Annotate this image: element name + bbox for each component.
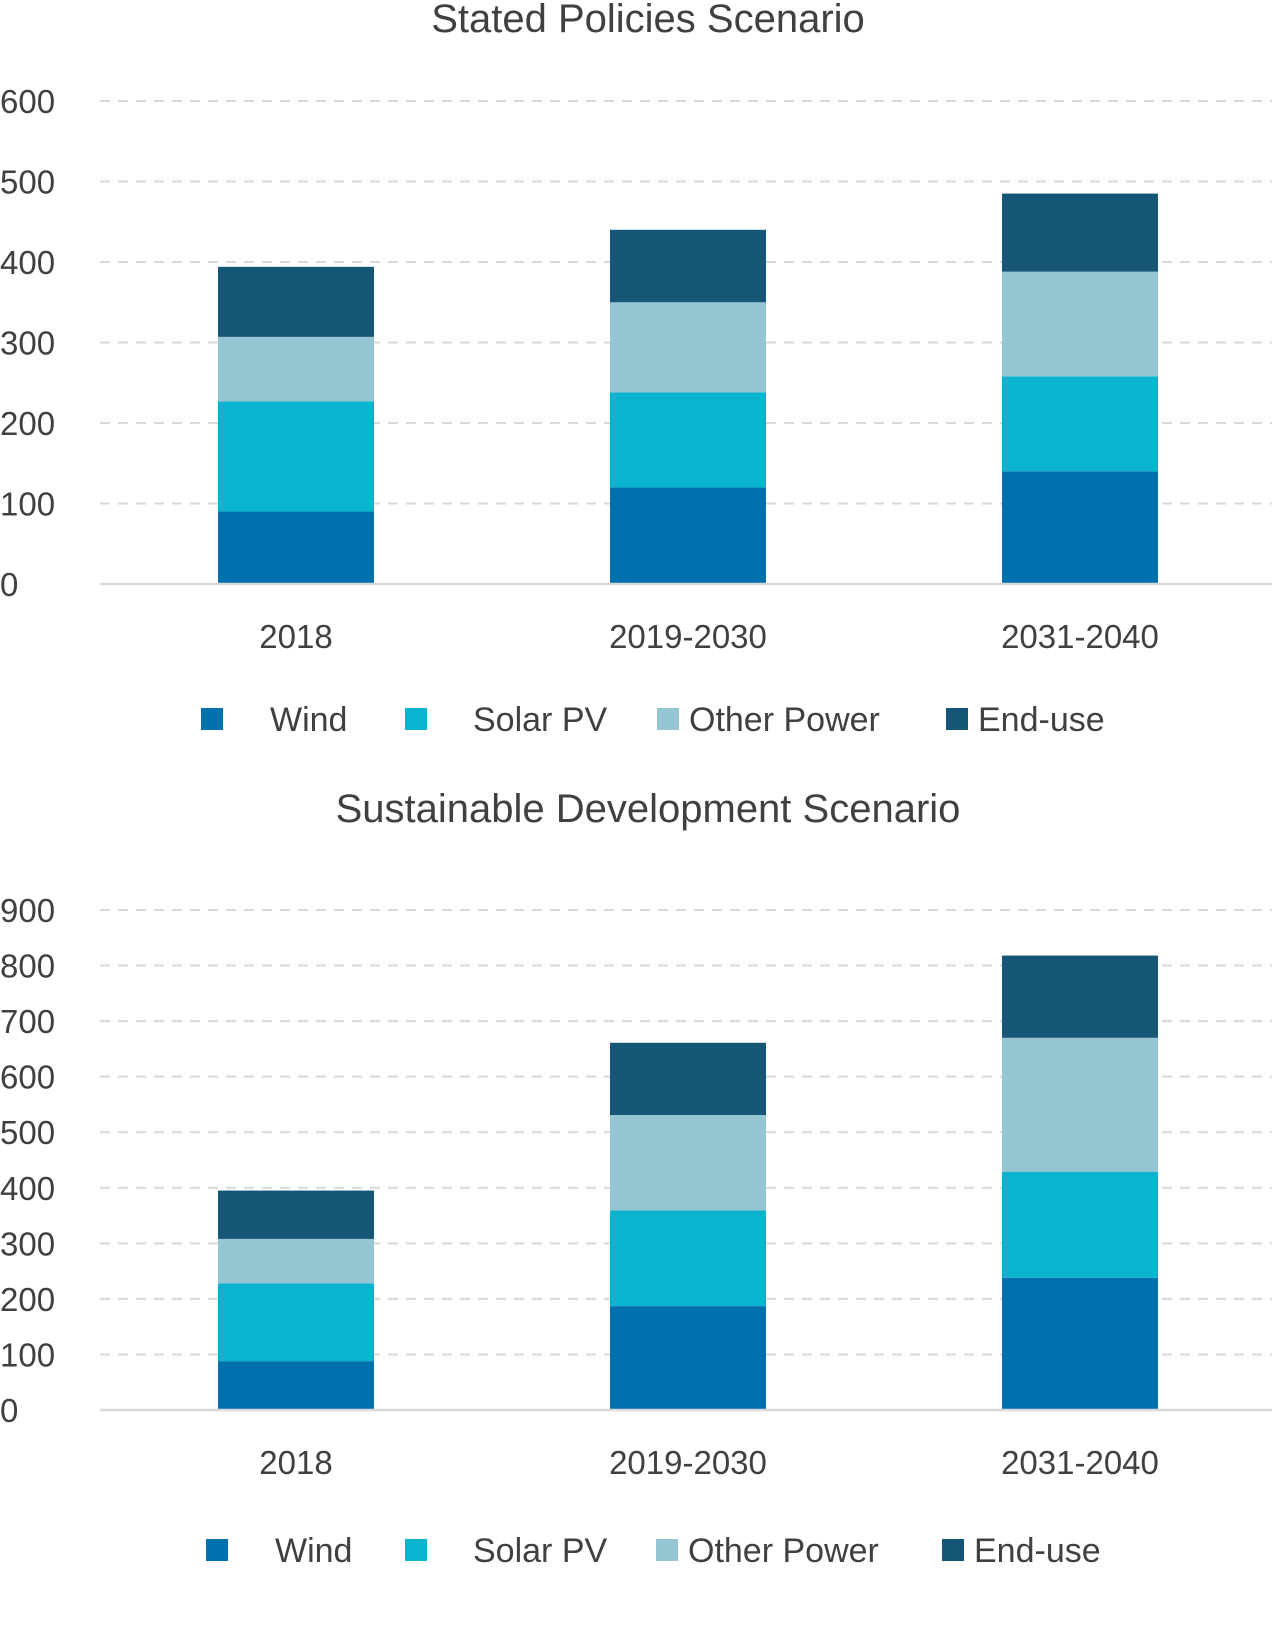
legend-swatch-wind (201, 708, 223, 730)
bar-end-use-2031-2040 (1002, 193, 1158, 272)
y-tick-label: 100 (0, 486, 55, 523)
bar-solar-pv-2018 (218, 1283, 374, 1362)
y-tick-label: 600 (0, 83, 55, 120)
y-tick-label: 600 (0, 1059, 55, 1096)
legend-label-solar-pv: Solar PV (473, 1532, 607, 1570)
y-tick-label: 300 (0, 325, 55, 362)
bar-solar-pv-2019-2030 (610, 392, 766, 488)
chart-2: Sustainable Development Scenario 0 100 200 3… (0, 787, 1272, 1570)
legend-swatch-other-power (656, 1539, 678, 1561)
legend: Wind Solar PV Other Power End-use (206, 1532, 1101, 1570)
y-tick-label: 400 (0, 244, 55, 281)
x-tick-label: 2018 (259, 618, 332, 655)
y-tick-label: 900 (0, 892, 55, 929)
y-tick-label: 100 (0, 1336, 55, 1373)
bar-wind-2019-2030 (610, 487, 766, 584)
bar-solar-pv-2018 (218, 401, 374, 512)
chart-title: Stated Policies Scenario (431, 0, 865, 41)
y-tick-label: 500 (0, 164, 55, 201)
legend-label-other-power: Other Power (689, 701, 880, 739)
legend-label-solar-pv: Solar PV (473, 701, 607, 739)
chart-title: Sustainable Development Scenario (336, 787, 961, 831)
bar-solar-pv-2019-2030 (610, 1210, 766, 1307)
y-tick-label: 300 (0, 1225, 55, 1262)
bar-end-use-2018 (218, 266, 374, 337)
bar-other-power-2019-2030 (610, 1115, 766, 1211)
bar-other-power-2031-2040 (1002, 1037, 1158, 1172)
y-tick-label: 200 (0, 1281, 55, 1318)
x-tick-label: 2018 (259, 1444, 332, 1481)
legend-label-end-use: End-use (978, 701, 1105, 739)
x-tick-label: 2031-2040 (1001, 1444, 1159, 1481)
legend-label-wind: Wind (270, 701, 347, 739)
legend-swatch-solar-pv (405, 708, 427, 730)
y-tick-label: 700 (0, 1003, 55, 1040)
y-tick-label: 0 (0, 1392, 18, 1429)
x-tick-label: 2019-2030 (609, 618, 767, 655)
bar-end-use-2019-2030 (610, 1042, 766, 1115)
chart-1: Stated Policies Scenario 0 100 200 300 400 500… (0, 0, 1272, 739)
bar-other-power-2018 (218, 1238, 374, 1284)
legend-swatch-end-use (942, 1539, 964, 1561)
bar-solar-pv-2031-2040 (1002, 376, 1158, 472)
bar-end-use-2031-2040 (1002, 955, 1158, 1038)
legend-label-wind: Wind (275, 1532, 352, 1570)
bar-wind-2031-2040 (1002, 471, 1158, 584)
legend-swatch-other-power (657, 708, 679, 730)
bar-wind-2018 (218, 511, 374, 584)
bar-wind-2031-2040 (1002, 1277, 1158, 1410)
x-tick-label: 2031-2040 (1001, 618, 1159, 655)
y-tick-label: 400 (0, 1170, 55, 1207)
y-tick-label: 800 (0, 948, 55, 985)
bar-end-use-2018 (218, 1190, 374, 1239)
bar-solar-pv-2031-2040 (1002, 1171, 1158, 1278)
x-tick-label: 2019-2030 (609, 1444, 767, 1481)
bar-end-use-2019-2030 (610, 229, 766, 303)
bar-other-power-2031-2040 (1002, 271, 1158, 377)
legend-swatch-end-use (946, 708, 968, 730)
legend-label-end-use: End-use (974, 1532, 1101, 1570)
bar-other-power-2018 (218, 336, 374, 402)
legend: Wind Solar PV Other Power End-use (201, 701, 1105, 739)
legend-label-other-power: Other Power (688, 1532, 879, 1570)
legend-swatch-wind (206, 1539, 228, 1561)
y-tick-label: 500 (0, 1114, 55, 1151)
y-tick-label: 0 (0, 566, 18, 603)
bar-wind-2019-2030 (610, 1306, 766, 1410)
bar-wind-2018 (218, 1361, 374, 1410)
legend-swatch-solar-pv (405, 1539, 427, 1561)
bar-other-power-2019-2030 (610, 302, 766, 393)
y-tick-label: 200 (0, 405, 55, 442)
